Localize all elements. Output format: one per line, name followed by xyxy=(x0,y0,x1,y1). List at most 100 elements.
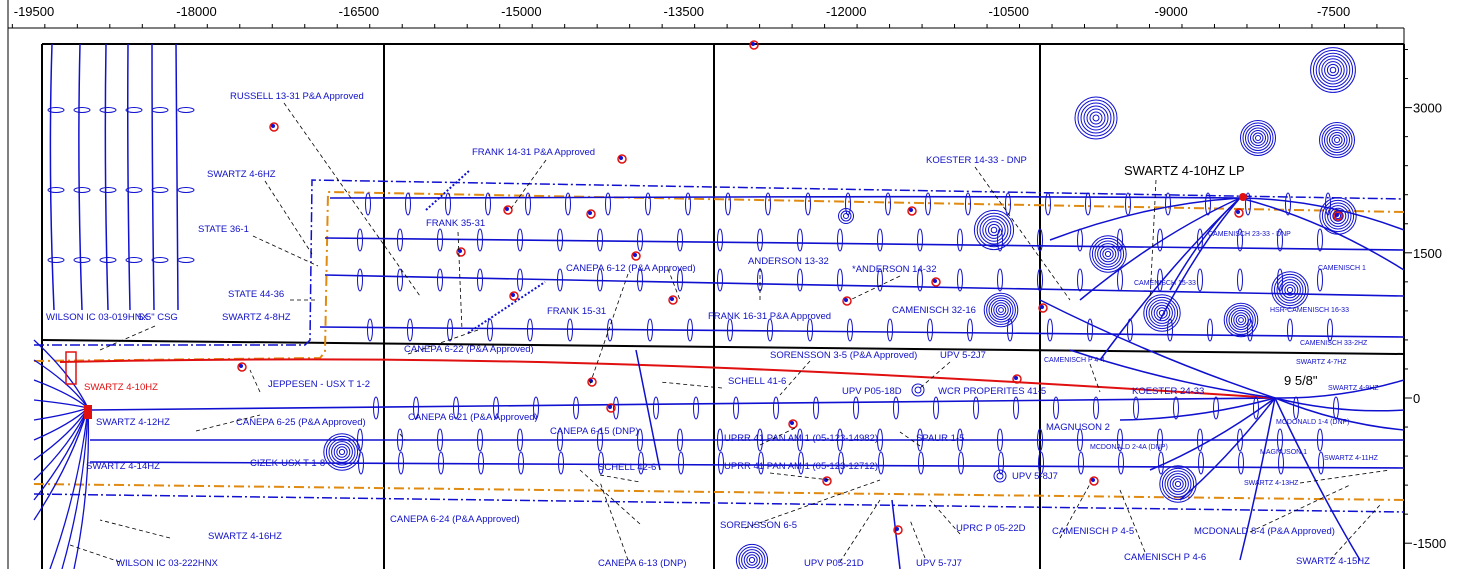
blue-well-dot xyxy=(633,253,637,257)
lateral-marker xyxy=(1285,192,1291,216)
lateral-marker xyxy=(477,228,483,252)
vertical-wellbore xyxy=(127,43,131,311)
concentric-well xyxy=(1153,304,1171,322)
lateral-marker xyxy=(957,228,963,252)
concentric-well xyxy=(743,551,761,569)
lateral-marker xyxy=(878,451,884,475)
well-label-uprr-41-14982: UPRR 41 PAN AM 1 (05-123-14982) xyxy=(724,433,878,444)
lateral-marker xyxy=(757,428,763,452)
concentric-well xyxy=(1245,125,1271,151)
concentric-well xyxy=(1169,475,1187,493)
well-label-swartz-4-8hz: SWARTZ 4-8HZ xyxy=(222,312,291,323)
concentric-well xyxy=(1331,134,1343,146)
leader-line xyxy=(659,381,723,389)
lateral-marker xyxy=(517,428,523,452)
leader-line xyxy=(1059,483,1091,539)
concentric-well xyxy=(1235,314,1247,326)
well-label-canepa-6-25: CANEPA 6-25 (P&A Approved) xyxy=(236,417,366,428)
lateral-marker xyxy=(605,192,611,216)
lateral-marker xyxy=(1157,268,1163,292)
well-label-swartz-4-10hz-lp: SWARTZ 4-10HZ LP xyxy=(1124,163,1245,178)
lateral-marker xyxy=(1278,451,1284,475)
x-tick-label: -12000 xyxy=(826,4,866,19)
lateral-marker xyxy=(598,451,604,475)
lateral-marker xyxy=(813,396,819,420)
concentric-well xyxy=(1167,473,1189,495)
fan-wellbore xyxy=(1239,397,1276,561)
well-label-state-36-1: STATE 36-1 xyxy=(198,224,249,235)
lateral-marker xyxy=(638,451,644,475)
red-well-spot xyxy=(456,247,466,257)
concentric-well xyxy=(328,438,356,466)
vertical-wellbore xyxy=(49,43,55,311)
blue-well-dot xyxy=(909,208,913,212)
vertical-marker xyxy=(151,107,169,113)
lateral-marker xyxy=(1013,396,1019,420)
vertical-wellbore xyxy=(78,43,83,311)
setback-line-south xyxy=(33,493,1405,513)
concentric-well xyxy=(1279,279,1301,301)
lateral-marker xyxy=(653,396,659,420)
lateral-marker xyxy=(677,428,683,452)
red-well-spot xyxy=(631,251,641,261)
lateral-marker xyxy=(837,228,843,252)
concentric-well xyxy=(998,307,1004,313)
well-label-canepa-6-12: CANEPA 6-12 (P&A Approved) xyxy=(566,263,696,274)
well-label-uprr-41-12712: UPRR 41 PAN AM 1 (05-123-12712) xyxy=(724,461,878,472)
lateral-marker xyxy=(1047,318,1053,342)
blue-well-dot xyxy=(588,211,592,215)
well-label-frank-15-31: FRANK 15-31 xyxy=(547,306,606,317)
lateral-marker xyxy=(693,396,699,420)
lateral-marker xyxy=(397,228,403,252)
lateral-marker xyxy=(1237,268,1243,292)
red-well-spot xyxy=(587,377,597,387)
well-label-spaur-1-5: SPAUR 1-5 xyxy=(916,433,964,444)
concentric-well xyxy=(336,446,348,458)
leader-line xyxy=(252,235,319,267)
concentric-well xyxy=(1145,296,1179,330)
lateral-marker xyxy=(1327,318,1333,342)
well-label-uprc-p-05-22d: UPRC P 05-22D xyxy=(956,523,1026,534)
lateral-marker xyxy=(997,268,1003,292)
concentric-well xyxy=(1329,66,1337,74)
leader-line xyxy=(849,275,901,301)
leader-line xyxy=(744,479,881,529)
concentric-well xyxy=(1159,465,1197,503)
well-label-upv-5-2j7: UPV 5-2J7 xyxy=(940,350,986,361)
lateral-marker xyxy=(357,268,363,292)
lateral-marker xyxy=(997,428,1003,452)
well-label-camenisch-23-33: CAMENISCH 23-33 - DNP xyxy=(1208,231,1291,238)
well-label-mcdonald-8-4: MCDONALD 8-4 (P&A Approved) xyxy=(1194,526,1335,537)
leader-line xyxy=(407,329,479,355)
well-label-mcdonald-2-4a: MCDONALD 2-4A (DNP) xyxy=(1090,444,1168,451)
concentric-well xyxy=(1324,202,1352,230)
concentric-well xyxy=(1327,205,1349,227)
lateral-marker xyxy=(437,428,443,452)
lateral-marker xyxy=(613,396,619,420)
red-well-spot xyxy=(749,40,759,50)
concentric-well xyxy=(1156,307,1168,319)
lateral-marker xyxy=(437,268,443,292)
red-well-spot xyxy=(269,122,279,132)
leader-line xyxy=(929,499,961,535)
red-well-spot xyxy=(586,209,596,219)
red-well-spot xyxy=(1012,374,1022,384)
fan-wellbore xyxy=(1274,397,1405,412)
concentric-well xyxy=(1324,61,1342,79)
red-well-spot xyxy=(509,291,519,301)
lateral-marker xyxy=(557,268,563,292)
lateral-marker xyxy=(773,396,779,420)
lateral-marker xyxy=(927,318,933,342)
lateral-marker xyxy=(487,318,493,342)
well-label-state-44-36: STATE 44-36 xyxy=(228,289,284,300)
red-well-spot xyxy=(1234,208,1244,218)
blue-well-dot xyxy=(1091,478,1095,482)
well-label-swartz-4-7hz: SWARTZ 4-7HZ xyxy=(1296,359,1347,366)
leader-line xyxy=(283,102,421,297)
blue-well-dot xyxy=(511,293,515,297)
concentric-well xyxy=(982,218,1006,242)
vertical-marker xyxy=(125,187,143,193)
lateral-marker xyxy=(1197,268,1203,292)
well-label-swartz-4-9hz: SWARTZ 4-9HZ xyxy=(1328,385,1379,392)
